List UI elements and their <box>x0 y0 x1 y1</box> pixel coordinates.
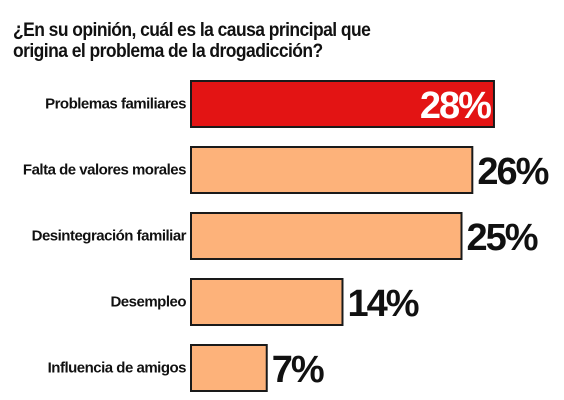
category-label-desempleo: Desempleo <box>110 294 186 311</box>
value-label-desempleo: 14% <box>347 283 418 325</box>
bar-influencia-de-amigos <box>190 344 268 392</box>
bar-desintegracion-familiar <box>190 212 463 260</box>
value-label-desintegracion-familiar: 25% <box>467 217 538 259</box>
value-label-influencia-de-amigos: 7% <box>272 349 324 391</box>
category-label-problemas-familiares: Problemas familiares <box>45 96 186 113</box>
bars-layer: Problemas familiares 28% Falta de valores … <box>23 80 551 392</box>
bar-problemas-familiares <box>190 80 495 128</box>
bar-falta-de-valores-morales <box>190 146 474 194</box>
value-label-falta-de-valores-morales: 26% <box>477 151 548 193</box>
category-label-influencia-de-amigos: Influencia de amigos <box>48 360 187 377</box>
category-label-falta-de-valores-morales: Falta de valores morales <box>23 162 186 179</box>
chart-title: ¿En su opinión, cuál es la causa princip… <box>13 20 371 62</box>
value-label-problemas-familiares: 28% <box>420 85 491 127</box>
bar-desempleo <box>190 278 344 326</box>
category-label-desintegracion-familiar: Desintegración familiar <box>32 228 187 245</box>
